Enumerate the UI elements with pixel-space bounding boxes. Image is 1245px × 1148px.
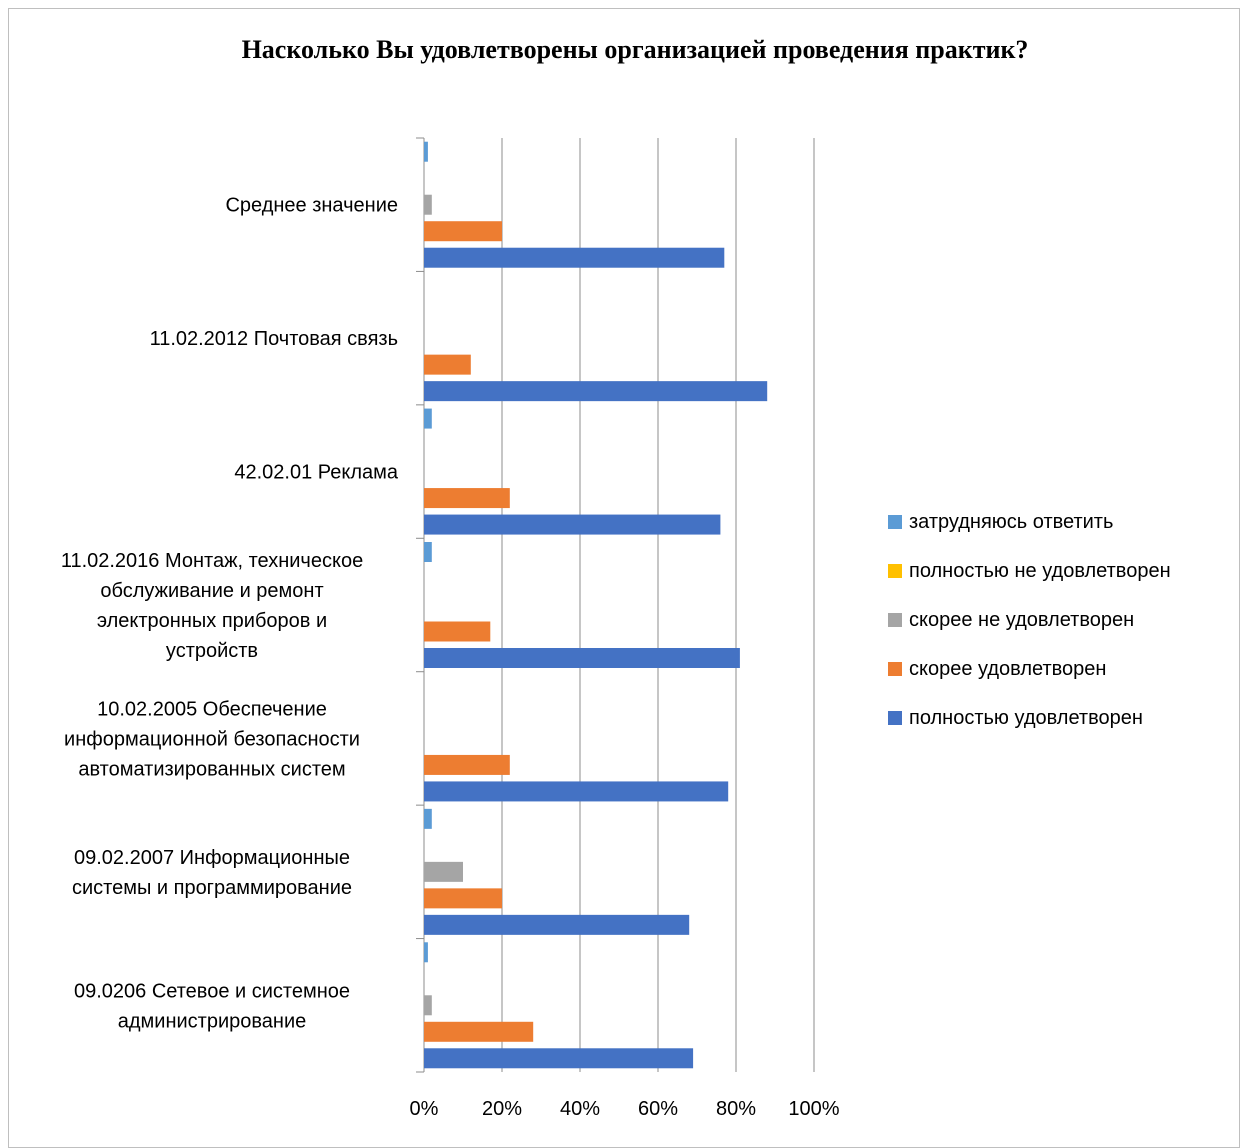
x-tick-label: 40% (560, 1098, 600, 1120)
category-label: 09.02.2007 Информационные (74, 847, 350, 869)
category-label: 10.02.2005 Обеспечение (97, 698, 327, 720)
x-tick-label: 60% (638, 1098, 678, 1120)
legend-label: полностью не удовлетворен (909, 560, 1171, 582)
bar-5 (424, 781, 729, 802)
category-label: системы и программирование (72, 877, 352, 899)
bar-4 (424, 1021, 534, 1042)
category-label: 09.0206 Сетевое и системное (74, 980, 350, 1002)
bar-1 (424, 942, 428, 963)
bar-4 (424, 621, 491, 642)
category-label: автоматизированных систем (78, 758, 345, 780)
legend-swatch (888, 711, 902, 725)
category-label: информационной безопасности (64, 728, 360, 750)
bar-5 (424, 247, 725, 268)
bar-3 (424, 995, 432, 1016)
category-label: 11.02.2016 Монтаж, техническое (61, 550, 363, 572)
legend-label: скорее не удовлетворен (909, 609, 1134, 631)
legend-swatch (888, 564, 902, 578)
category-label: электронных приборов и (97, 610, 327, 632)
x-tick-label: 0% (410, 1098, 439, 1120)
category-label: 42.02.01 Реклама (234, 462, 399, 484)
category-label: Среднее значение (225, 195, 398, 217)
chart-frame (8, 8, 1240, 1148)
category-label: 11.02.2012 Почтовая связь (150, 328, 398, 350)
bar-4 (424, 754, 510, 775)
bar-4 (424, 888, 502, 909)
legend-swatch (888, 662, 902, 676)
x-tick-label: 20% (482, 1098, 522, 1120)
bar-4 (424, 488, 510, 509)
chart-title: Насколько Вы удовлетворены организацией … (241, 35, 1029, 64)
legend-label: скорее удовлетворен (909, 658, 1106, 680)
bar-3 (424, 194, 432, 215)
x-tick-label: 100% (788, 1098, 839, 1120)
bar-4 (424, 354, 471, 375)
bar-5 (424, 514, 721, 535)
category-label: администрирование (118, 1010, 307, 1032)
bar-5 (424, 648, 740, 668)
bar-1 (424, 542, 432, 562)
category-label: обслуживание и ремонт (100, 580, 323, 602)
bar-1 (424, 808, 432, 829)
bar-5 (424, 381, 768, 402)
bar-5 (424, 1048, 694, 1069)
bar-4 (424, 221, 502, 242)
legend-label: затрудняюсь ответить (909, 511, 1113, 533)
legend-swatch (888, 613, 902, 627)
bar-5 (424, 914, 690, 935)
legend-label: полностью удовлетворен (909, 707, 1143, 729)
bar-3 (424, 861, 463, 882)
category-label: устройств (166, 640, 258, 662)
bar-1 (424, 408, 432, 429)
x-tick-label: 80% (716, 1098, 756, 1120)
legend-swatch (888, 515, 902, 529)
bar-1 (424, 141, 428, 162)
